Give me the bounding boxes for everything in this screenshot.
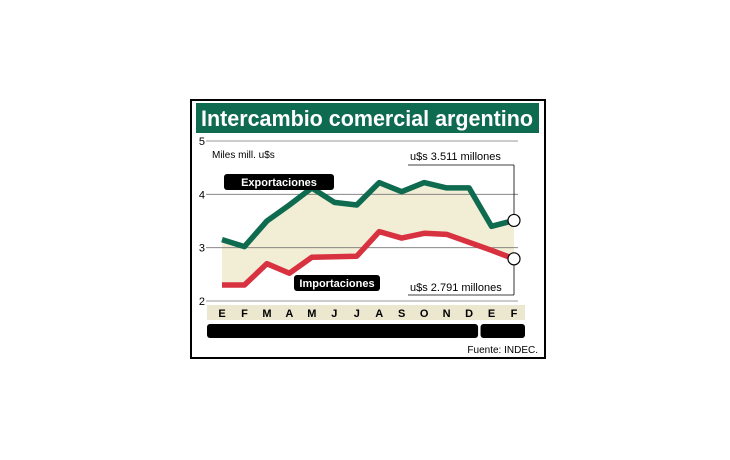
year-label: 2007 [491,326,515,338]
x-tick-label: M [307,308,316,320]
legend-exportaciones-box [224,174,334,190]
y-tick-label: 4 [199,189,205,201]
legend-importaciones: Importaciones [299,278,374,290]
legend-importaciones-box [294,275,380,291]
x-tick-label: F [511,308,518,320]
x-tick-label: O [420,308,429,320]
y-tick-label: 2 [199,296,205,308]
x-tick-label: N [443,308,451,320]
year-bar [480,324,525,338]
y-tick-label: 5 [199,136,205,148]
imports-last-value-annotation: u$s 2.791 millones [410,282,502,294]
exportaciones-line [221,179,515,250]
exports-last-point [507,213,521,228]
year-label: 2006 [330,326,354,338]
x-tick-label: E [218,308,225,320]
x-tick-label: S [398,308,405,320]
x-tick-label: A [285,308,293,320]
y-tick-label: 3 [199,243,205,255]
imports-last-point [507,252,521,266]
title-bar [196,103,539,133]
exports-last-value-annotation: u$s 3.511 millones [410,151,501,163]
x-tick-label: J [331,308,337,320]
year-bar [207,324,479,338]
month-strip [207,305,525,320]
y-axis-title: Miles mill. u$s [212,150,275,161]
importaciones-line [222,228,515,288]
x-tick-label: D [465,308,473,320]
chart-title: Intercambio comercial argentino [201,106,533,131]
legend-exportaciones: Exportaciones [241,177,317,189]
x-tick-label: E [488,308,495,320]
x-tick-label: M [262,308,271,320]
x-tick-label: F [241,308,248,320]
band-between-series [222,182,514,285]
x-tick-label: A [375,308,383,320]
x-tick-label: J [354,308,360,320]
source-note: Fuente: INDEC. [467,345,538,356]
